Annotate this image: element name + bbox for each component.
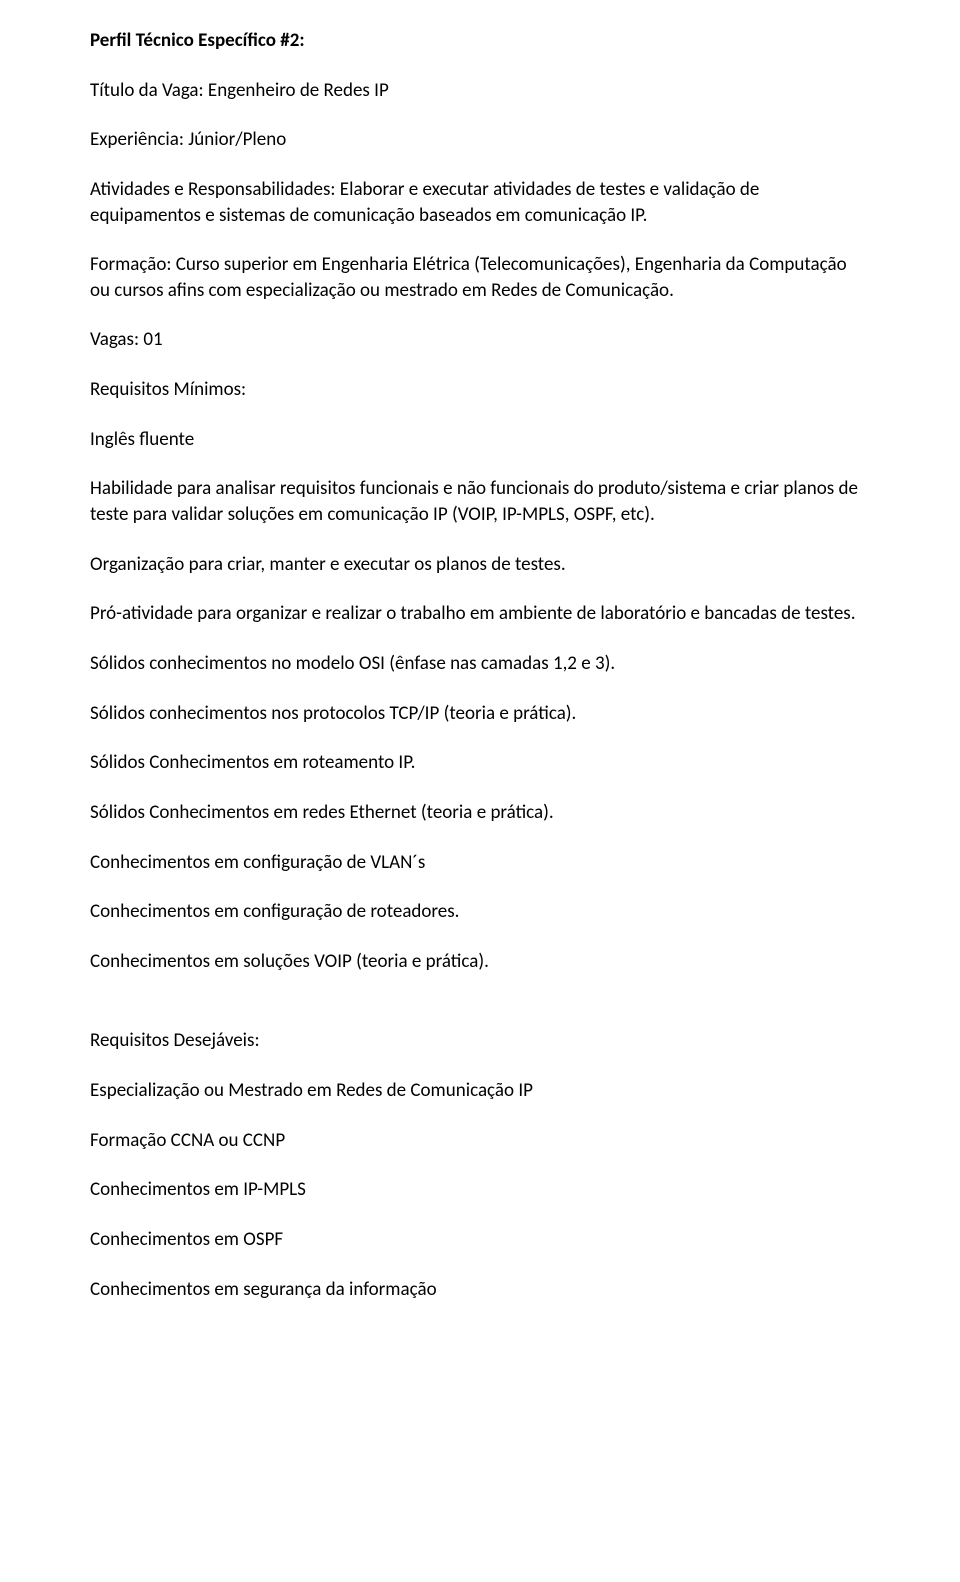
min-req-item: Inglês fluente: [90, 427, 870, 453]
education-text: Formação: Curso superior em Engenharia E…: [90, 252, 870, 303]
min-req-item: Conhecimentos em soluções VOIP (teoria e…: [90, 949, 870, 975]
job-title: Título da Vaga: Engenheiro de Redes IP: [90, 78, 870, 104]
des-req-item: Conhecimentos em IP-MPLS: [90, 1177, 870, 1203]
activities-text: Atividades e Responsabilidades: Elaborar…: [90, 177, 870, 228]
min-req-item: Conhecimentos em configuração de roteado…: [90, 899, 870, 925]
des-req-item: Conhecimentos em OSPF: [90, 1227, 870, 1253]
min-req-item: Habilidade para analisar requisitos func…: [90, 476, 870, 527]
min-req-item: Sólidos Conhecimentos em roteamento IP.: [90, 750, 870, 776]
min-req-item: Pró-atividade para organizar e realizar …: [90, 601, 870, 627]
vacancies-text: Vagas: 01: [90, 327, 870, 353]
des-req-item: Formação CCNA ou CCNP: [90, 1128, 870, 1154]
profile-heading: Perfil Técnico Específico #2:: [90, 28, 870, 54]
min-req-item: Sólidos Conhecimentos em redes Ethernet …: [90, 800, 870, 826]
des-req-item: Conhecimentos em segurança da informação: [90, 1277, 870, 1303]
min-req-item: Organização para criar, manter e executa…: [90, 552, 870, 578]
experience-level: Experiência: Júnior/Pleno: [90, 127, 870, 153]
des-requirements-label: Requisitos Desejáveis:: [90, 1028, 870, 1054]
des-req-item: Especialização ou Mestrado em Redes de C…: [90, 1078, 870, 1104]
min-req-item: Conhecimentos em configuração de VLAN´s: [90, 850, 870, 876]
min-requirements-label: Requisitos Mínimos:: [90, 377, 870, 403]
min-req-item: Sólidos conhecimentos no modelo OSI (ênf…: [90, 651, 870, 677]
min-req-item: Sólidos conhecimentos nos protocolos TCP…: [90, 701, 870, 727]
